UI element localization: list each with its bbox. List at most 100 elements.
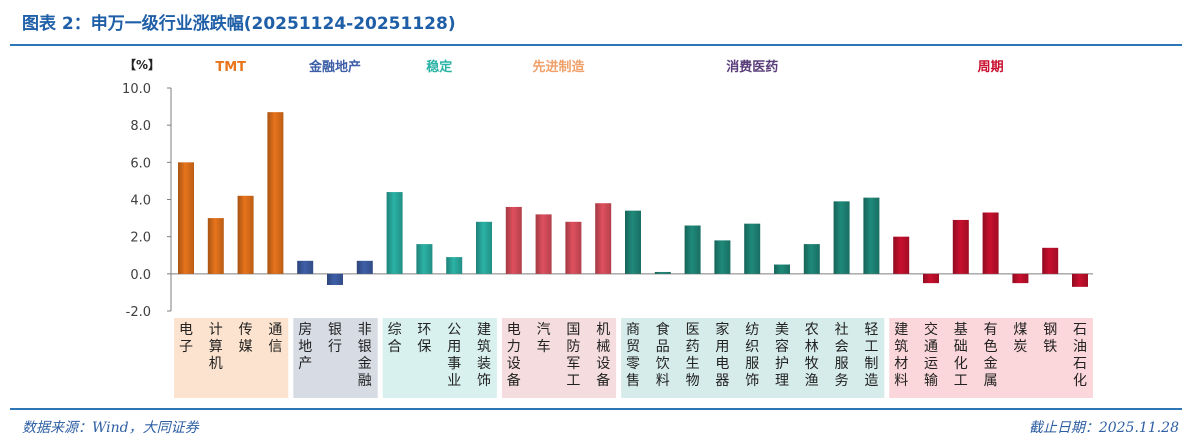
bar-食品饮料	[654, 271, 671, 274]
bar-环保	[416, 244, 433, 274]
title-rule	[10, 44, 1182, 46]
category-label: 业	[447, 373, 461, 389]
group-band-2	[382, 318, 497, 398]
category-label: 材	[894, 356, 908, 372]
category-label: 轻	[864, 322, 878, 338]
bar-美容护理	[774, 264, 790, 274]
category-label: 品	[656, 339, 670, 355]
category-label: 车	[537, 338, 551, 355]
y-tick-label: 0.0	[130, 268, 151, 283]
category-label: 础	[954, 339, 968, 355]
category-label: 设	[596, 356, 610, 372]
category-label: 产	[298, 356, 312, 372]
category-label: 理	[775, 373, 789, 389]
category-label: 装	[477, 356, 491, 372]
y-tick-label: 8.0	[130, 119, 151, 134]
category-label: 用	[715, 339, 729, 355]
category-label: 钢	[1043, 322, 1057, 338]
category-label: 银	[358, 339, 372, 355]
footer-rule	[10, 408, 1182, 410]
group-label: 先进制造	[532, 59, 585, 75]
category-label: 环	[417, 322, 431, 338]
category-label: 有	[984, 322, 998, 338]
category-label: 机	[596, 322, 610, 338]
category-label: 造	[864, 373, 878, 389]
category-label: 属	[984, 373, 998, 389]
bar-煤炭	[1012, 273, 1029, 284]
category-label: 军	[566, 356, 580, 372]
category-label: 料	[656, 373, 670, 389]
y-unit-label: 【%】	[124, 57, 160, 72]
category-label: 售	[626, 373, 640, 389]
bar-通信	[267, 112, 284, 274]
bar-计算机	[207, 218, 224, 274]
category-label: 林	[805, 339, 819, 355]
category-label: 保	[417, 339, 431, 355]
category-label: 饰	[477, 373, 491, 389]
category-label: 事	[447, 356, 461, 372]
bar-社会服务	[833, 201, 850, 274]
category-label: 石	[1073, 322, 1087, 338]
category-label: 零	[626, 356, 640, 372]
category-label: 服	[835, 356, 849, 372]
bar-农林牧渔	[803, 244, 820, 274]
category-label: 公	[447, 322, 461, 338]
category-label: 美	[775, 322, 789, 338]
category-label: 地	[298, 339, 312, 355]
category-label: 建	[894, 322, 908, 338]
group-band-4	[621, 318, 885, 398]
category-label: 力	[507, 339, 521, 355]
category-label: 食	[656, 321, 670, 338]
category-label: 通	[924, 339, 938, 355]
bar-公用事业	[446, 257, 463, 274]
category-label: 非	[358, 322, 372, 338]
category-label: 备	[507, 372, 521, 389]
category-label: 金	[358, 356, 372, 372]
y-tick-label: 10.0	[122, 82, 151, 97]
category-label: 渔	[805, 373, 819, 389]
bar-纺织服饰	[744, 223, 761, 274]
category-label: 铁	[1043, 339, 1057, 355]
category-label: 综	[388, 322, 402, 338]
as-of-date: 截止日期：2025.11.28	[1028, 420, 1179, 436]
category-label: 护	[775, 356, 789, 372]
group-band-3	[501, 318, 617, 398]
y-tick-label: -2.0	[126, 305, 151, 320]
category-label: 输	[924, 373, 938, 389]
group-band-0	[174, 318, 289, 398]
category-label: 计	[209, 322, 223, 338]
category-label: 化	[1073, 373, 1087, 389]
bar-国防军工	[565, 221, 582, 274]
category-label: 器	[715, 373, 729, 389]
category-label: 煤	[1013, 322, 1027, 338]
category-label: 制	[864, 356, 878, 372]
category-label: 建	[477, 322, 491, 338]
category-label: 牧	[805, 356, 819, 372]
category-label: 油	[1073, 339, 1087, 355]
bar-医药生物	[684, 225, 701, 274]
category-label: 汽	[537, 322, 551, 338]
y-tick-label: 2.0	[130, 231, 151, 246]
bar-交通运输	[923, 273, 939, 284]
group-label: 金融地产	[308, 59, 361, 75]
y-tick-label: 6.0	[130, 156, 151, 171]
category-label: 药	[686, 339, 700, 355]
bar-轻工制造	[863, 197, 880, 274]
bar-建筑材料	[893, 236, 910, 274]
category-label: 物	[686, 373, 700, 389]
bar-非银金融	[356, 260, 373, 274]
category-label: 织	[745, 339, 759, 355]
bar-基础化工	[952, 219, 969, 274]
bar-房地产	[297, 260, 314, 274]
category-label: 医	[686, 322, 700, 338]
bar-家用电器	[714, 240, 731, 274]
category-label: 化	[954, 356, 968, 372]
category-label: 金	[984, 356, 998, 372]
category-label: 纺	[745, 322, 759, 338]
category-label: 工	[566, 373, 580, 389]
bar-钢铁	[1042, 247, 1059, 274]
category-label: 用	[447, 339, 461, 355]
bar-银行	[327, 273, 343, 285]
bar-机械设备	[595, 203, 612, 274]
